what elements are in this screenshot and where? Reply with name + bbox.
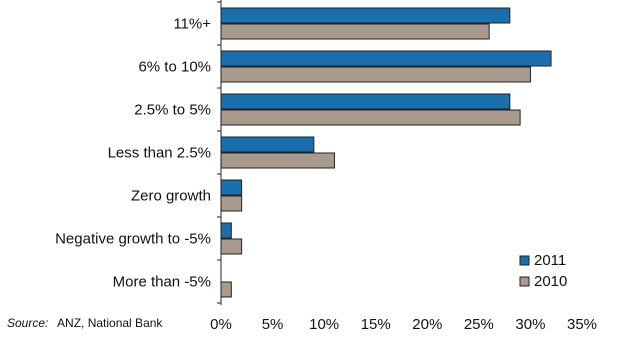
bar-2010-5 [220, 238, 243, 255]
legend-swatch-2011 [519, 255, 530, 266]
bar-2010-0 [220, 23, 490, 40]
x-tick-label-6: 30% [515, 316, 545, 333]
bar-2011-3 [220, 136, 315, 153]
x-tick-label-4: 20% [412, 316, 442, 333]
bar-2011-4 [220, 179, 243, 196]
legend-swatch-2010 [519, 276, 530, 287]
bar-2010-6 [220, 281, 232, 298]
bar-2010-1 [220, 66, 531, 83]
bar-2011-5 [220, 222, 232, 239]
source-prefix: Source: [7, 316, 48, 330]
x-tick-label-7: 35% [567, 316, 597, 333]
x-tick-label-0: 0% [210, 316, 232, 333]
bars-layer [220, 7, 552, 298]
category-label-5: Negative growth to -5% [55, 231, 211, 248]
source-text: ANZ, National Bank [57, 316, 163, 330]
bar-2011-1 [220, 50, 552, 67]
category-label-6: More than -5% [113, 274, 211, 291]
x-tick-label-1: 5% [262, 316, 284, 333]
bar-2011-0 [220, 7, 511, 24]
x-tick-labels: 0% 5% 10% 15% 20% 25% 30% 35% [210, 316, 597, 333]
axes-layer [217, 0, 222, 305]
legend-label-2011: 2011 [534, 252, 566, 269]
bar-2010-4 [220, 195, 243, 212]
bar-2011-2 [220, 93, 511, 110]
category-label-4: Zero growth [131, 188, 211, 205]
bar-2010-3 [220, 152, 335, 169]
category-label-3: Less than 2.5% [108, 145, 211, 162]
category-label-1: 6% to 10% [138, 59, 211, 76]
x-tick-label-2: 10% [309, 316, 339, 333]
category-label-0: 11%+ [173, 16, 211, 33]
source-note: Source: ANZ, National Bank [7, 316, 163, 330]
legend: 2011 2010 [519, 252, 567, 290]
category-labels: 11%+ 6% to 10% 2.5% to 5% Less than 2.5% Zer… [55, 16, 211, 291]
legend-label-2010: 2010 [534, 273, 567, 290]
x-tick-label-3: 15% [361, 316, 391, 333]
x-tick-label-5: 25% [464, 316, 494, 333]
bar-2010-2 [220, 109, 521, 126]
category-label-2: 2.5% to 5% [134, 102, 211, 119]
